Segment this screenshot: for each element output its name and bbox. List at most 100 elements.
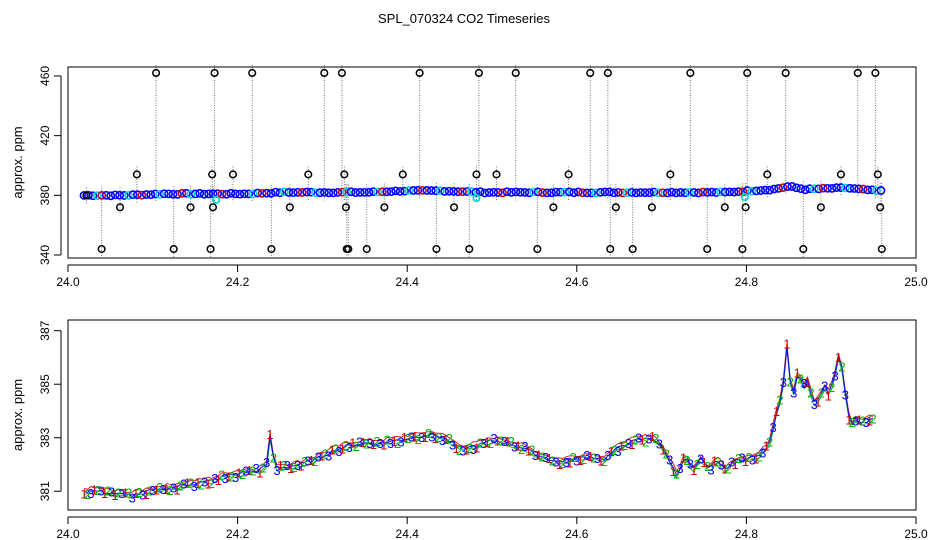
series-3-point: 3 — [552, 455, 559, 470]
baseline-point — [110, 190, 120, 200]
baseline-point — [609, 188, 619, 198]
baseline-point — [422, 186, 432, 195]
series-3-point: 3 — [687, 457, 694, 472]
series-3-point: 3 — [842, 387, 849, 402]
baseline-point — [373, 187, 383, 197]
baseline-point — [471, 187, 481, 197]
series-2-point: 2 — [745, 450, 752, 465]
series-1-point: 1 — [194, 476, 201, 491]
series-3-point: 3 — [718, 457, 725, 472]
outlier-point — [340, 170, 349, 179]
series-2-point: 2 — [869, 412, 876, 427]
baseline-point — [676, 188, 686, 197]
series-1-point: 1 — [225, 469, 232, 484]
baseline-point — [404, 186, 414, 195]
series-3-point: 3 — [325, 448, 332, 463]
baseline-point — [542, 188, 552, 198]
series-1-point: 1 — [204, 477, 211, 492]
series-2-point: 2 — [136, 485, 143, 500]
outlier-point — [465, 244, 474, 254]
outlier-point — [533, 244, 542, 254]
baseline-point — [355, 188, 365, 197]
baseline-point — [556, 187, 565, 197]
baseline-point — [386, 187, 396, 197]
baseline-point — [400, 186, 409, 196]
baseline-point — [591, 188, 601, 198]
baseline-point — [297, 188, 307, 197]
baseline-point — [97, 190, 107, 200]
baseline-point — [751, 186, 761, 196]
baseline-point — [182, 188, 191, 198]
series-2-point: 2 — [280, 458, 287, 473]
baseline-point — [364, 187, 374, 197]
series-1-point: 1 — [80, 487, 87, 502]
baseline-point — [150, 189, 160, 199]
top-panel: 24.0 24.2 24.4 24.6 24.8 25.0 340 380 420 460 ap… — [10, 64, 928, 289]
series-2-point: 2 — [828, 380, 835, 395]
series-3-point: 3 — [759, 446, 766, 461]
outlier-point — [82, 191, 91, 200]
series-3-point: 3 — [242, 463, 249, 478]
baseline-point — [351, 188, 361, 197]
series-1-point: 1 — [514, 438, 521, 453]
baseline-point — [253, 188, 263, 198]
baseline-point — [729, 187, 739, 197]
outlier-point — [743, 68, 752, 78]
series-2-point: 2 — [115, 485, 122, 500]
series-2-point: 2 — [570, 450, 577, 465]
series-1-point: 1 — [742, 454, 749, 469]
series-3-point: 3 — [211, 471, 218, 486]
outlier-point — [873, 170, 882, 179]
top-y-tick-label: 420 — [38, 125, 52, 145]
series-2-point: 2 — [776, 393, 783, 408]
baseline-point — [787, 182, 797, 191]
baseline-point — [502, 187, 512, 197]
series-2-point: 2 — [177, 478, 184, 493]
series-1-point: 1 — [101, 486, 108, 501]
outlier-point — [853, 68, 862, 78]
outlier-point — [208, 203, 218, 212]
series-3-point: 3 — [625, 436, 632, 451]
series-1-point: 1 — [783, 336, 790, 351]
series-1-point: 1 — [701, 455, 708, 470]
baseline-point — [573, 187, 583, 197]
baseline-point — [177, 188, 187, 198]
baseline-point — [377, 187, 387, 197]
baseline-point — [876, 186, 886, 195]
baseline-point — [435, 186, 445, 196]
series-1-point: 1 — [639, 433, 646, 448]
series-1-point: 1 — [628, 437, 635, 452]
outlier-point — [450, 203, 459, 212]
series-1-point: 1 — [556, 457, 563, 472]
series-1-point: 1 — [287, 461, 294, 476]
baseline-point — [168, 189, 178, 199]
baseline-point — [538, 188, 548, 198]
series-3-point: 3 — [428, 429, 435, 444]
baseline-point — [462, 187, 472, 196]
baseline-point — [124, 191, 133, 200]
series-1-point: 1 — [163, 482, 170, 497]
series-2-point: 2 — [94, 483, 101, 498]
series-2-point: 2 — [229, 469, 236, 484]
outlier-point — [132, 170, 141, 179]
series-3-point: 3 — [180, 476, 187, 491]
outlier-point — [304, 170, 313, 179]
series-3-point: 3 — [635, 431, 642, 446]
series-2-point: 2 — [301, 454, 308, 469]
baseline-point — [337, 187, 347, 197]
series-1-point: 1 — [380, 438, 387, 453]
series-1-point: 1 — [690, 463, 697, 478]
outlier-point — [362, 244, 371, 254]
bottom-x-tick-label: 24.8 — [735, 527, 759, 540]
outlier-point — [511, 68, 520, 78]
series-1-point: 1 — [587, 449, 594, 464]
series-1-point: 1 — [535, 447, 542, 462]
series-2-point: 2 — [435, 430, 442, 445]
series-1-point: 1 — [349, 436, 356, 451]
baseline-point — [702, 188, 712, 197]
series-1-point: 1 — [266, 427, 273, 442]
series-1-point: 1 — [318, 448, 325, 463]
baseline-point — [288, 188, 298, 198]
series-2-point: 2 — [270, 450, 277, 465]
outlier-point — [337, 68, 346, 78]
